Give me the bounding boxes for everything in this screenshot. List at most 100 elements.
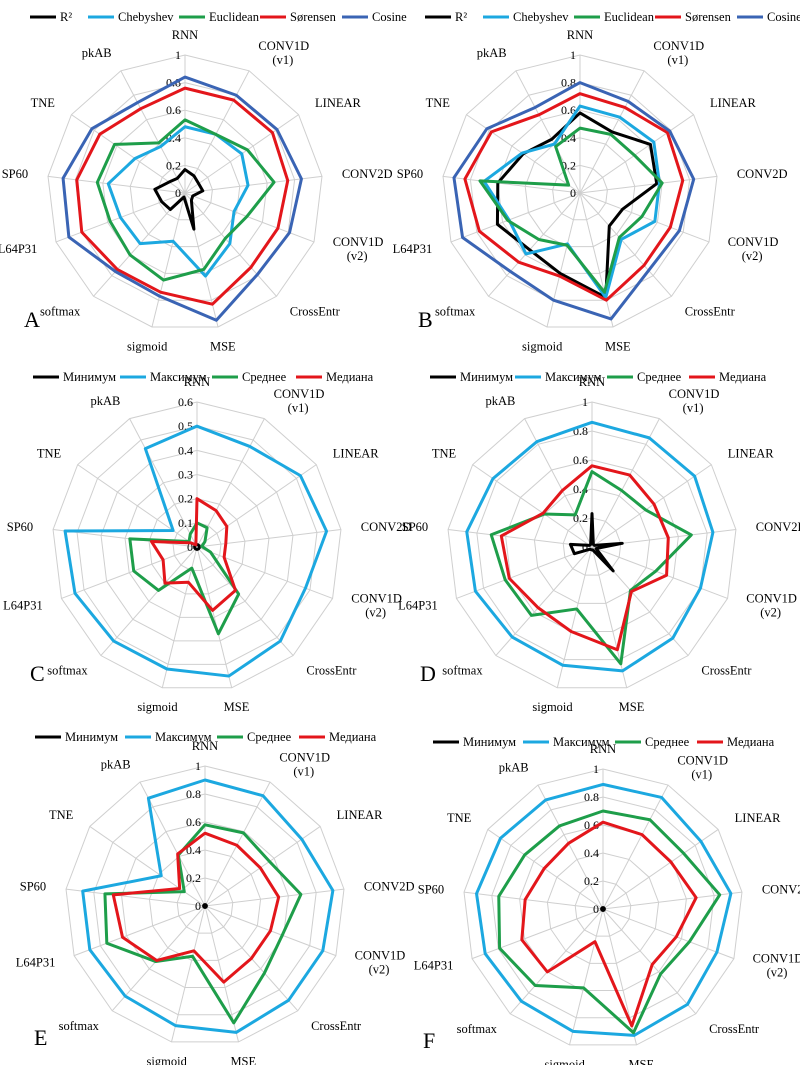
legend-label: Медиана <box>326 370 374 384</box>
grid-spoke <box>579 114 694 194</box>
grid-spoke <box>196 546 333 599</box>
category-label: CONV1D (v2) <box>355 949 406 977</box>
category-label: softmax <box>442 664 483 678</box>
legend-label: Минимум <box>460 370 513 384</box>
legend-label: Среднее <box>242 370 287 384</box>
radar-panel-d: 00.20.40.60.81RNNCONV1D(v1)LINEARCONV2DC… <box>398 370 800 714</box>
tick-label: 1 <box>593 762 599 776</box>
legend-label: Минимум <box>463 735 516 749</box>
category-label: CrossEntr <box>306 664 357 678</box>
panel-label: B <box>418 307 433 332</box>
grid-spoke <box>196 529 342 548</box>
tick-label: 0.2 <box>561 158 576 172</box>
grid-spoke <box>524 418 593 548</box>
grid-ring <box>442 54 718 328</box>
category-label: L64P31 <box>3 599 43 613</box>
legend-label: Chebyshev <box>513 10 569 24</box>
legend-label: Максимум <box>150 370 207 384</box>
grid-spoke <box>196 546 233 688</box>
grid-spoke <box>100 546 198 656</box>
category-label: sigmoid <box>545 1057 586 1065</box>
series-line-a-0 <box>153 168 205 231</box>
category-label: pkAB <box>101 757 131 771</box>
category-label: RNN <box>192 739 218 753</box>
grid-spoke <box>89 826 206 907</box>
legend-label: Максимум <box>553 735 610 749</box>
category-label: CrossEntr <box>701 664 752 678</box>
grid-ring <box>74 82 296 301</box>
category-label: LINEAR <box>735 811 781 825</box>
category-label: RNN <box>567 28 593 42</box>
grid-ring <box>505 459 679 632</box>
grid-spoke <box>509 908 604 1015</box>
tick-label: 0.6 <box>178 395 193 409</box>
category-label: CONV2D <box>361 520 412 534</box>
grid-spoke <box>120 70 186 194</box>
grid-ring <box>157 164 213 221</box>
grid-spoke <box>196 418 265 548</box>
category-label: softmax <box>40 304 81 318</box>
category-label: CONV1D (v1) <box>258 39 309 67</box>
category-label: CONV1D (v2) <box>728 235 779 263</box>
series-line-b-4 <box>452 81 696 321</box>
panel-label: E <box>34 1025 47 1050</box>
grid-spoke <box>77 464 198 548</box>
grid-ring <box>447 401 737 689</box>
legend-label: Chebyshev <box>118 10 174 24</box>
category-label: CONV1D (v1) <box>653 39 704 67</box>
grid-spoke <box>463 891 604 910</box>
grid-ring <box>524 137 636 248</box>
tick-label: 0.6 <box>166 103 181 117</box>
category-label: LINEAR <box>315 96 361 110</box>
series-line-b-0 <box>495 111 659 300</box>
category-label: CONV1D (v2) <box>753 952 800 980</box>
tick-label: 1 <box>175 48 181 62</box>
tick-label: 0.4 <box>178 443 193 457</box>
grid-spoke <box>579 192 614 328</box>
tick-label: 0.6 <box>573 453 588 467</box>
category-label: TNE <box>447 811 472 825</box>
category-label: softmax <box>435 304 476 318</box>
panel-label: A <box>24 307 40 332</box>
category-label: RNN <box>172 28 198 42</box>
category-label: CONV2D <box>364 880 415 894</box>
series-line-a-1 <box>106 125 250 278</box>
category-label: SP60 <box>397 167 423 181</box>
grid-spoke <box>579 192 710 243</box>
grid-ring <box>533 488 651 604</box>
category-label: sigmoid <box>137 700 178 714</box>
grid-spoke <box>591 546 728 599</box>
legend-label: Sørensen <box>685 10 732 24</box>
legend-label: Минимум <box>63 370 116 384</box>
category-label: sigmoid <box>532 700 573 714</box>
category-label: TNE <box>31 96 56 110</box>
category-label: L64P31 <box>0 242 37 256</box>
category-label: CONV1D (v1) <box>677 753 728 781</box>
tick-label: 0 <box>570 186 576 200</box>
tick-label: 1 <box>195 759 201 773</box>
category-label: TNE <box>37 446 62 460</box>
tick-label: 0 <box>187 540 193 554</box>
legend-label: Медиана <box>719 370 767 384</box>
category-label: SP60 <box>418 883 444 897</box>
category-label: CrossEntr <box>685 304 736 318</box>
grid-spoke <box>450 192 581 243</box>
grid-spoke <box>65 888 206 907</box>
grid-spoke <box>73 905 206 957</box>
tick-label: 1 <box>582 395 588 409</box>
grid-spoke <box>456 546 593 599</box>
tick-label: 0 <box>195 899 201 913</box>
category-label: CONV2D <box>762 883 800 897</box>
grid-ring <box>463 768 743 1046</box>
grid-spoke <box>488 192 581 297</box>
category-label: MSE <box>230 1054 256 1065</box>
category-label: RNN <box>590 742 616 756</box>
grid-ring <box>172 522 222 571</box>
grid-ring <box>47 54 323 328</box>
grid-spoke <box>602 908 735 960</box>
category-label: pkAB <box>485 394 515 408</box>
category-label: sigmoid <box>522 339 563 353</box>
category-label: softmax <box>47 664 88 678</box>
series-line-f-0 <box>600 906 606 912</box>
